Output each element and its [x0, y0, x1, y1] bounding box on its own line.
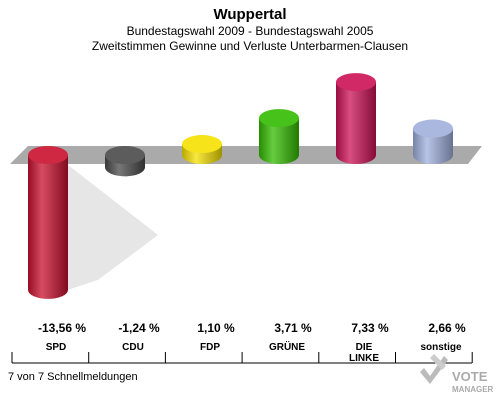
value-labels: -13,56 % -1,24 % 1,10 % 3,71 % 7,33 % 2,66 %: [38, 321, 466, 335]
chart-title: Wuppertal: [213, 6, 286, 23]
category-label: SPD: [46, 342, 67, 353]
bar-shadow: [68, 165, 158, 290]
bar-cap: [105, 146, 145, 164]
value-label: 1,10 %: [197, 321, 235, 335]
checkmark-icon: [420, 354, 448, 384]
category-label: LINKE: [349, 353, 379, 364]
value-label: 3,71 %: [274, 321, 312, 335]
bar-cap: [28, 146, 68, 164]
value-label: 2,66 %: [428, 321, 466, 335]
baseline-plane: [10, 146, 482, 164]
reports-status: 7 von 7 Schnellmeldungen: [8, 371, 138, 383]
category-label: CDU: [122, 342, 144, 353]
value-label: 7,33 %: [351, 321, 389, 335]
vote-manager-logo: VOTE MANAGER: [420, 354, 494, 394]
bar-shadows: [68, 165, 158, 290]
bar-cap: [182, 135, 222, 154]
category-label: sonstige: [420, 342, 462, 353]
bar-die-linke: [336, 73, 376, 164]
bar-body: [336, 82, 376, 164]
category-label: DIE: [356, 342, 373, 353]
bar-cdu: [105, 146, 145, 177]
logo-text-bottom: MANAGER: [452, 385, 494, 394]
bar-grüne: [259, 109, 299, 164]
bar-body: [413, 128, 453, 164]
category-label: GRÜNE: [269, 340, 305, 353]
bar-sonstige: [413, 119, 453, 164]
category-label: FDP: [200, 342, 220, 353]
value-label: -13,56 %: [38, 321, 86, 335]
bar-cap: [336, 73, 376, 92]
bar-fdp: [182, 135, 222, 164]
bar-cap: [259, 109, 299, 128]
x-axis: [11, 352, 473, 364]
bar-cap: [413, 119, 453, 138]
value-label: -1,24 %: [118, 321, 160, 335]
bar-spd: [28, 146, 68, 299]
bar-body: [28, 155, 68, 299]
bar-body: [259, 118, 299, 164]
bars: [28, 73, 453, 299]
chart-subtitle-2: Zweitstimmen Gewinne und Verluste Unterb…: [92, 39, 408, 53]
chart-subtitle-1: Bundestagswahl 2009 - Bundestagswahl 200…: [127, 24, 374, 38]
logo-text-top: VOTE: [452, 369, 488, 384]
